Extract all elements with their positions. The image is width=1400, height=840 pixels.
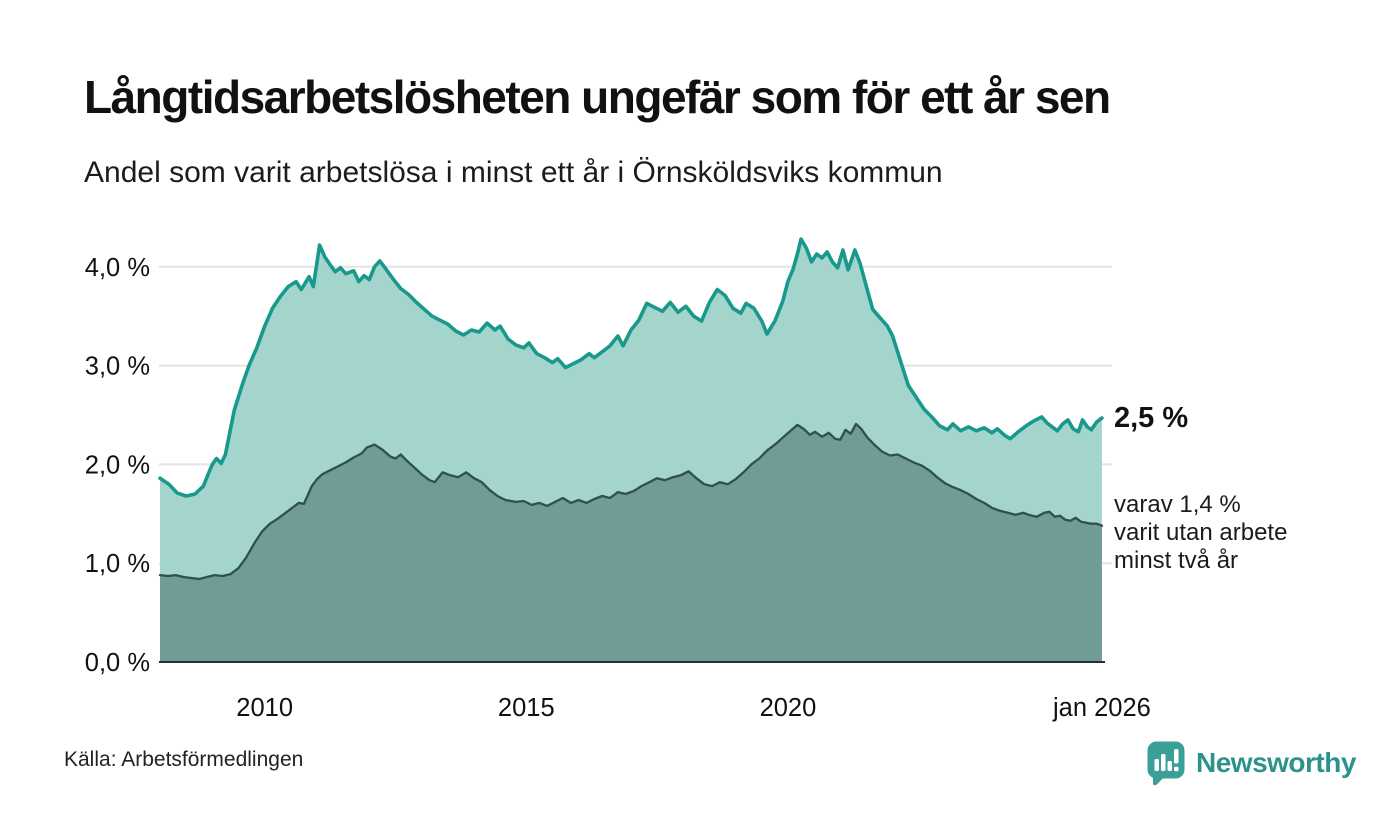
series-line-total bbox=[158, 237, 1104, 498]
series-area-two_years bbox=[160, 423, 1102, 662]
page-title: Långtidsarbetslösheten ungefär som för e… bbox=[84, 71, 1111, 123]
newsworthy-logo-text: Newsworthy bbox=[1196, 747, 1356, 778]
x-tick-label: 2020 bbox=[760, 694, 817, 722]
annotation-latest-two-years: varav 1,4 % varit utan arbete minst två … bbox=[1114, 491, 1288, 574]
x-tick-label: jan 2026 bbox=[1052, 694, 1151, 722]
x-tick-label: 2015 bbox=[498, 694, 555, 722]
speech-bubble-bar-chart-icon bbox=[1147, 741, 1185, 786]
y-tick-label: 1,0 % bbox=[85, 550, 150, 578]
series-line-two_years bbox=[158, 422, 1104, 581]
newsworthy-logo: Newsworthy bbox=[1146, 740, 1356, 786]
y-tick-label: 3,0 % bbox=[85, 353, 150, 381]
x-tick-label: 2010 bbox=[236, 694, 293, 722]
newsworthy-logo-icon bbox=[1147, 741, 1185, 786]
y-tick-label: 2,0 % bbox=[85, 451, 150, 479]
y-tick-label: 4,0 % bbox=[85, 254, 150, 282]
page-subtitle: Andel som varit arbetslösa i minst ett å… bbox=[84, 156, 943, 189]
y-tick-label: 0,0 % bbox=[85, 649, 150, 677]
annotation-latest-total: 2,5 % bbox=[1114, 402, 1189, 434]
source-note: Källa: Arbetsförmedlingen bbox=[64, 748, 304, 771]
